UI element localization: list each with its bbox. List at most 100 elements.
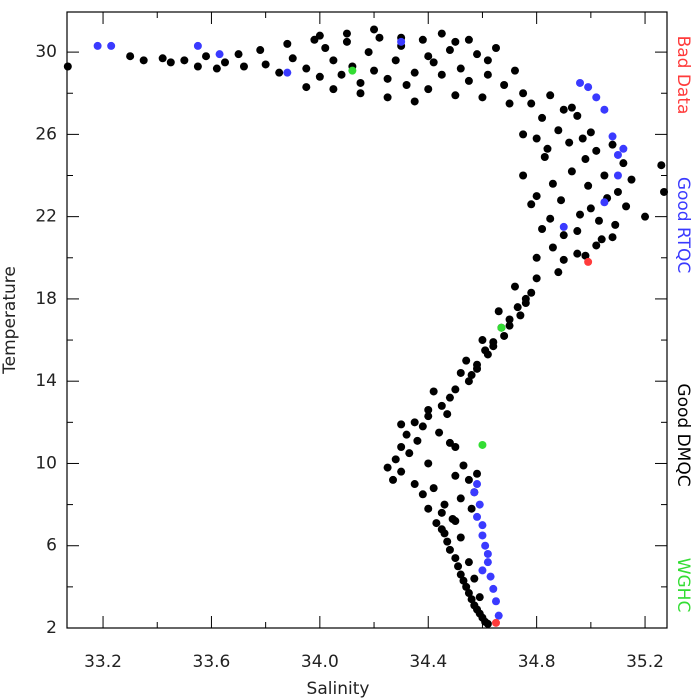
scatter-point bbox=[158, 54, 167, 63]
legend-entry: Good DMQC bbox=[673, 383, 693, 486]
scatter-point bbox=[275, 68, 284, 77]
y-tick-label: 6 bbox=[46, 536, 57, 556]
scatter-point bbox=[63, 62, 72, 71]
scatter-point bbox=[532, 253, 541, 262]
scatter-point bbox=[256, 46, 265, 55]
scatter-point bbox=[519, 171, 528, 180]
scatter-point bbox=[410, 418, 419, 427]
scatter-point bbox=[481, 346, 490, 355]
scatter-point bbox=[611, 220, 620, 229]
scatter-point bbox=[597, 235, 606, 244]
scatter-point bbox=[464, 76, 473, 85]
scatter-point bbox=[315, 31, 324, 40]
scatter-point bbox=[546, 91, 555, 100]
scatter-point bbox=[337, 70, 346, 79]
scatter-point bbox=[445, 438, 454, 447]
scatter-point bbox=[470, 574, 479, 583]
scatter-point bbox=[586, 128, 595, 137]
scatter-point bbox=[538, 113, 547, 122]
scatter-point bbox=[622, 202, 631, 211]
scatter-point bbox=[475, 593, 484, 602]
scatter-point bbox=[613, 150, 622, 159]
y-tick-label: 26 bbox=[35, 124, 57, 144]
scatter-point bbox=[459, 576, 468, 585]
scatter-point bbox=[451, 554, 460, 563]
scatter-point bbox=[424, 459, 433, 468]
scatter-point bbox=[581, 155, 590, 164]
scatter-point bbox=[576, 78, 585, 87]
scatter-point bbox=[391, 56, 400, 65]
scatter-point bbox=[456, 533, 465, 542]
scatter-point bbox=[424, 405, 433, 414]
scatter-point bbox=[451, 385, 460, 394]
scatter-point bbox=[546, 214, 555, 223]
x-tick-label: 33.2 bbox=[84, 652, 122, 672]
scatter-point bbox=[212, 64, 221, 73]
scatter-point bbox=[600, 105, 609, 114]
scatter-point bbox=[483, 619, 492, 628]
scatter-point bbox=[397, 443, 406, 452]
scatter-point bbox=[573, 249, 582, 258]
scatter-point bbox=[559, 255, 568, 264]
scatter-point bbox=[321, 43, 330, 52]
legend-entry: Good RTQC bbox=[673, 177, 693, 273]
scatter-point bbox=[475, 500, 484, 509]
scatter-point bbox=[342, 29, 351, 38]
scatter-point bbox=[576, 210, 585, 219]
scatter-point bbox=[424, 52, 433, 61]
scatter-point bbox=[500, 81, 509, 90]
scatter-point bbox=[424, 85, 433, 94]
scatter-point bbox=[310, 35, 319, 44]
scatter-point bbox=[483, 56, 492, 65]
scatter-point bbox=[467, 504, 476, 513]
y-tick-label: 30 bbox=[35, 42, 57, 62]
scatter-point bbox=[126, 52, 135, 61]
scatter-point bbox=[370, 25, 379, 34]
x-tick-label: 35.2 bbox=[626, 652, 664, 672]
scatter-point bbox=[410, 480, 419, 489]
scatter-point bbox=[592, 146, 601, 155]
plot-frame bbox=[66, 11, 668, 629]
scatter-point bbox=[559, 231, 568, 240]
scatter-point bbox=[418, 422, 427, 431]
scatter-point bbox=[435, 428, 444, 437]
scatter-point bbox=[527, 288, 536, 297]
scatter-point bbox=[548, 179, 557, 188]
legend-entry: WGHC bbox=[673, 558, 693, 613]
scatter-point bbox=[193, 62, 202, 71]
scatter-point bbox=[510, 66, 519, 75]
scatter-point bbox=[608, 233, 617, 242]
scatter-point bbox=[594, 216, 603, 225]
scatter-point bbox=[456, 368, 465, 377]
scatter-point bbox=[437, 508, 446, 517]
scatter-point bbox=[451, 37, 460, 46]
scatter-point bbox=[554, 268, 563, 277]
scatter-point bbox=[497, 323, 506, 332]
scatter-point bbox=[405, 449, 414, 458]
scatter-point bbox=[483, 558, 492, 567]
scatter-point bbox=[481, 541, 490, 550]
scatter-point bbox=[342, 37, 351, 46]
scatter-point bbox=[519, 89, 528, 98]
scatter-point bbox=[397, 467, 406, 476]
scatter-point bbox=[483, 70, 492, 79]
scatter-point bbox=[418, 35, 427, 44]
scatter-point bbox=[657, 161, 666, 170]
scatter-point bbox=[410, 68, 419, 77]
y-tick-label: 10 bbox=[35, 453, 57, 473]
scatter-point bbox=[600, 198, 609, 207]
scatter-point bbox=[627, 175, 636, 184]
scatter-point bbox=[239, 62, 248, 71]
scatter-point bbox=[505, 315, 514, 324]
scatter-point bbox=[429, 484, 438, 493]
scatter-point bbox=[578, 134, 587, 143]
scatter-point bbox=[548, 243, 557, 252]
scatter-point bbox=[464, 558, 473, 567]
scatter-point bbox=[389, 475, 398, 484]
scatter-point bbox=[613, 187, 622, 196]
y-axis-label: Temperature bbox=[0, 266, 20, 375]
scatter-point bbox=[478, 336, 487, 345]
scatter-point bbox=[180, 56, 189, 65]
scatter-point bbox=[445, 545, 454, 554]
scatter-point bbox=[521, 294, 530, 303]
